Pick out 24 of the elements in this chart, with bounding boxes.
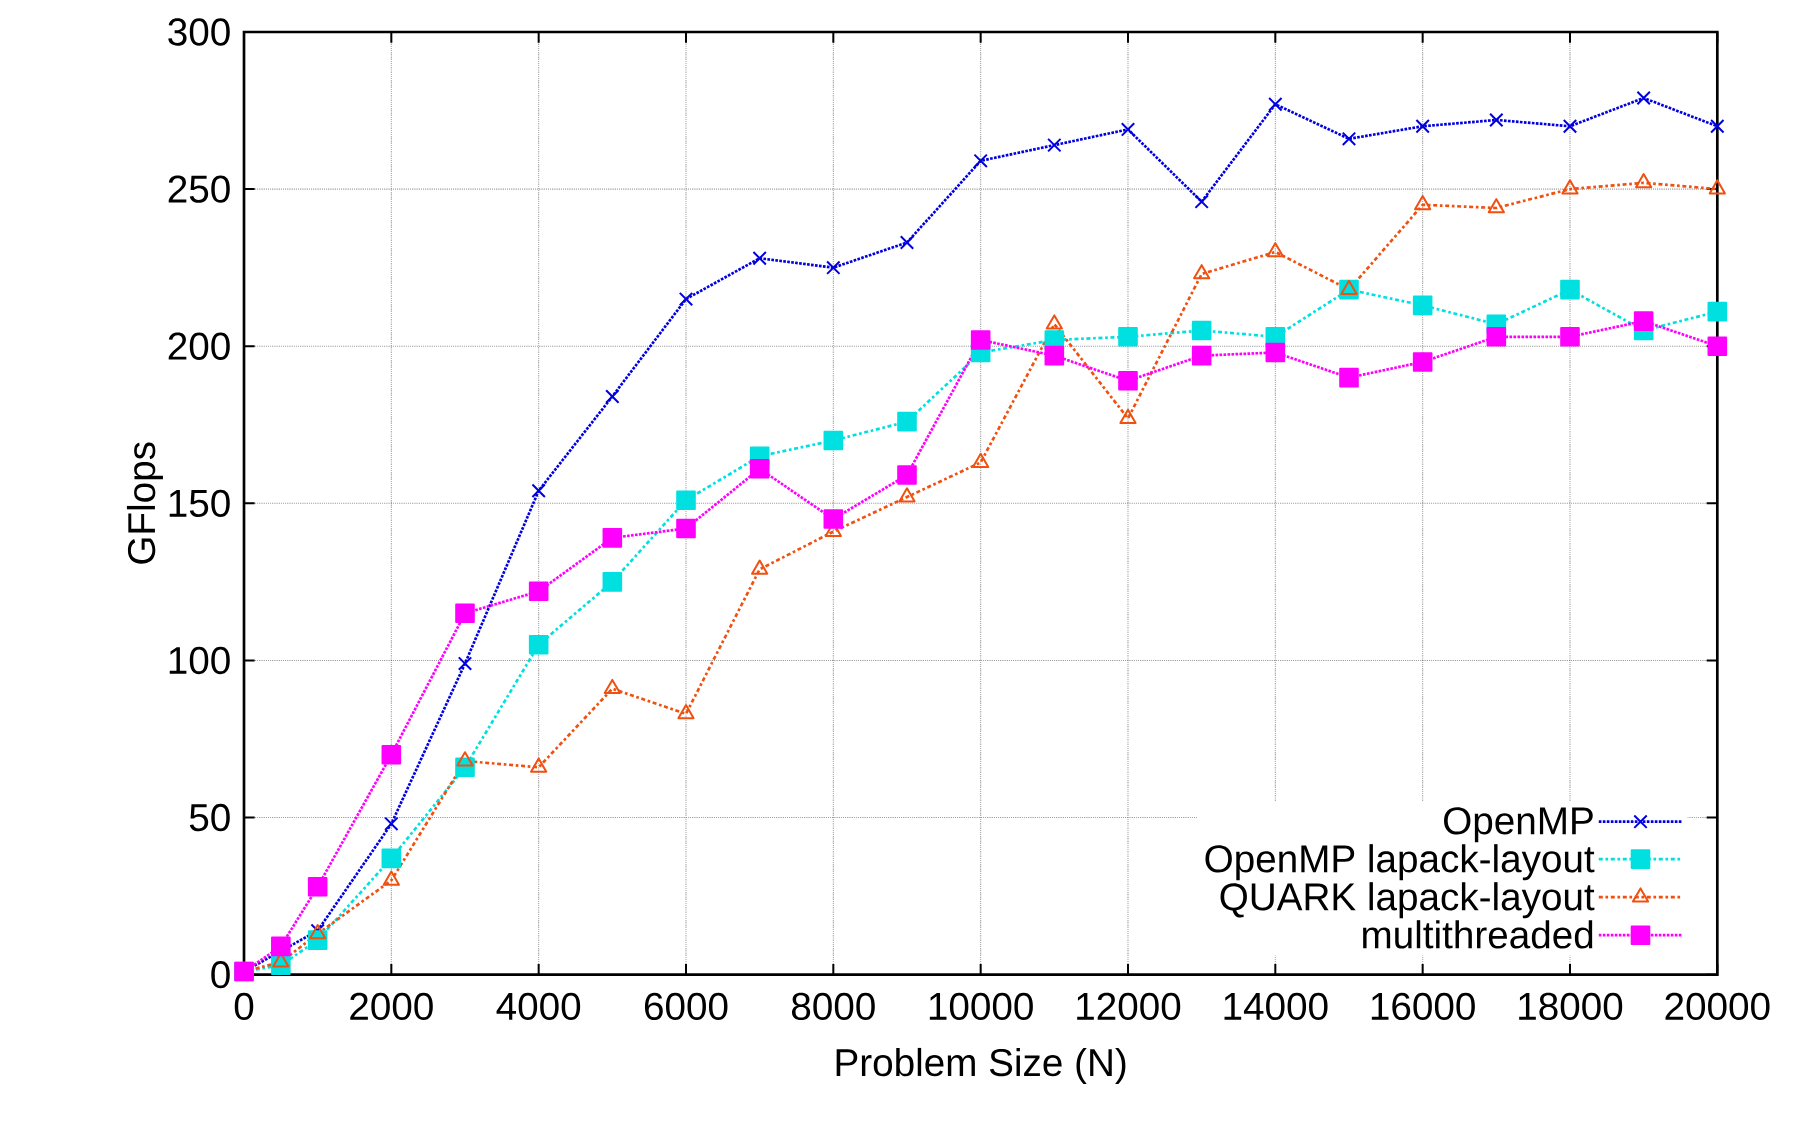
y-tick-label: 200 bbox=[168, 332, 230, 360]
legend-label: multithreaded bbox=[1363, 920, 1593, 949]
x-tick-label: 8000 bbox=[791, 992, 875, 1020]
legend-label: OpenMP lapack-layout bbox=[1205, 843, 1595, 881]
legend-label: OpenMP bbox=[1444, 807, 1593, 843]
legend-label: QUARK lapack-layout bbox=[1220, 882, 1595, 919]
x-tick-label: 6000 bbox=[644, 992, 728, 1020]
x-tick-label: 16000 bbox=[1371, 992, 1475, 1020]
y-tick-label: 150 bbox=[169, 489, 230, 517]
x-tick-label: 0 bbox=[234, 992, 254, 1020]
y-tick-label: 250 bbox=[168, 175, 230, 203]
x-tick-label: 20000 bbox=[1665, 992, 1770, 1020]
x-tick-label: 4000 bbox=[496, 992, 581, 1020]
x-tick-label: 2000 bbox=[350, 992, 433, 1020]
y-tick-label: 50 bbox=[189, 803, 230, 832]
x-tick-label: 10000 bbox=[929, 992, 1033, 1020]
x-tick-label: 12000 bbox=[1077, 992, 1181, 1020]
y-axis-title: GFlops bbox=[126, 442, 163, 564]
y-tick-label: 300 bbox=[168, 18, 230, 46]
y-tick-label: 100 bbox=[169, 646, 230, 674]
x-tick-label: 18000 bbox=[1519, 992, 1623, 1020]
y-tick-label: 0 bbox=[211, 960, 230, 989]
x-axis-title: Problem Size (N) bbox=[836, 1047, 1126, 1084]
x-tick-label: 14000 bbox=[1224, 992, 1328, 1020]
